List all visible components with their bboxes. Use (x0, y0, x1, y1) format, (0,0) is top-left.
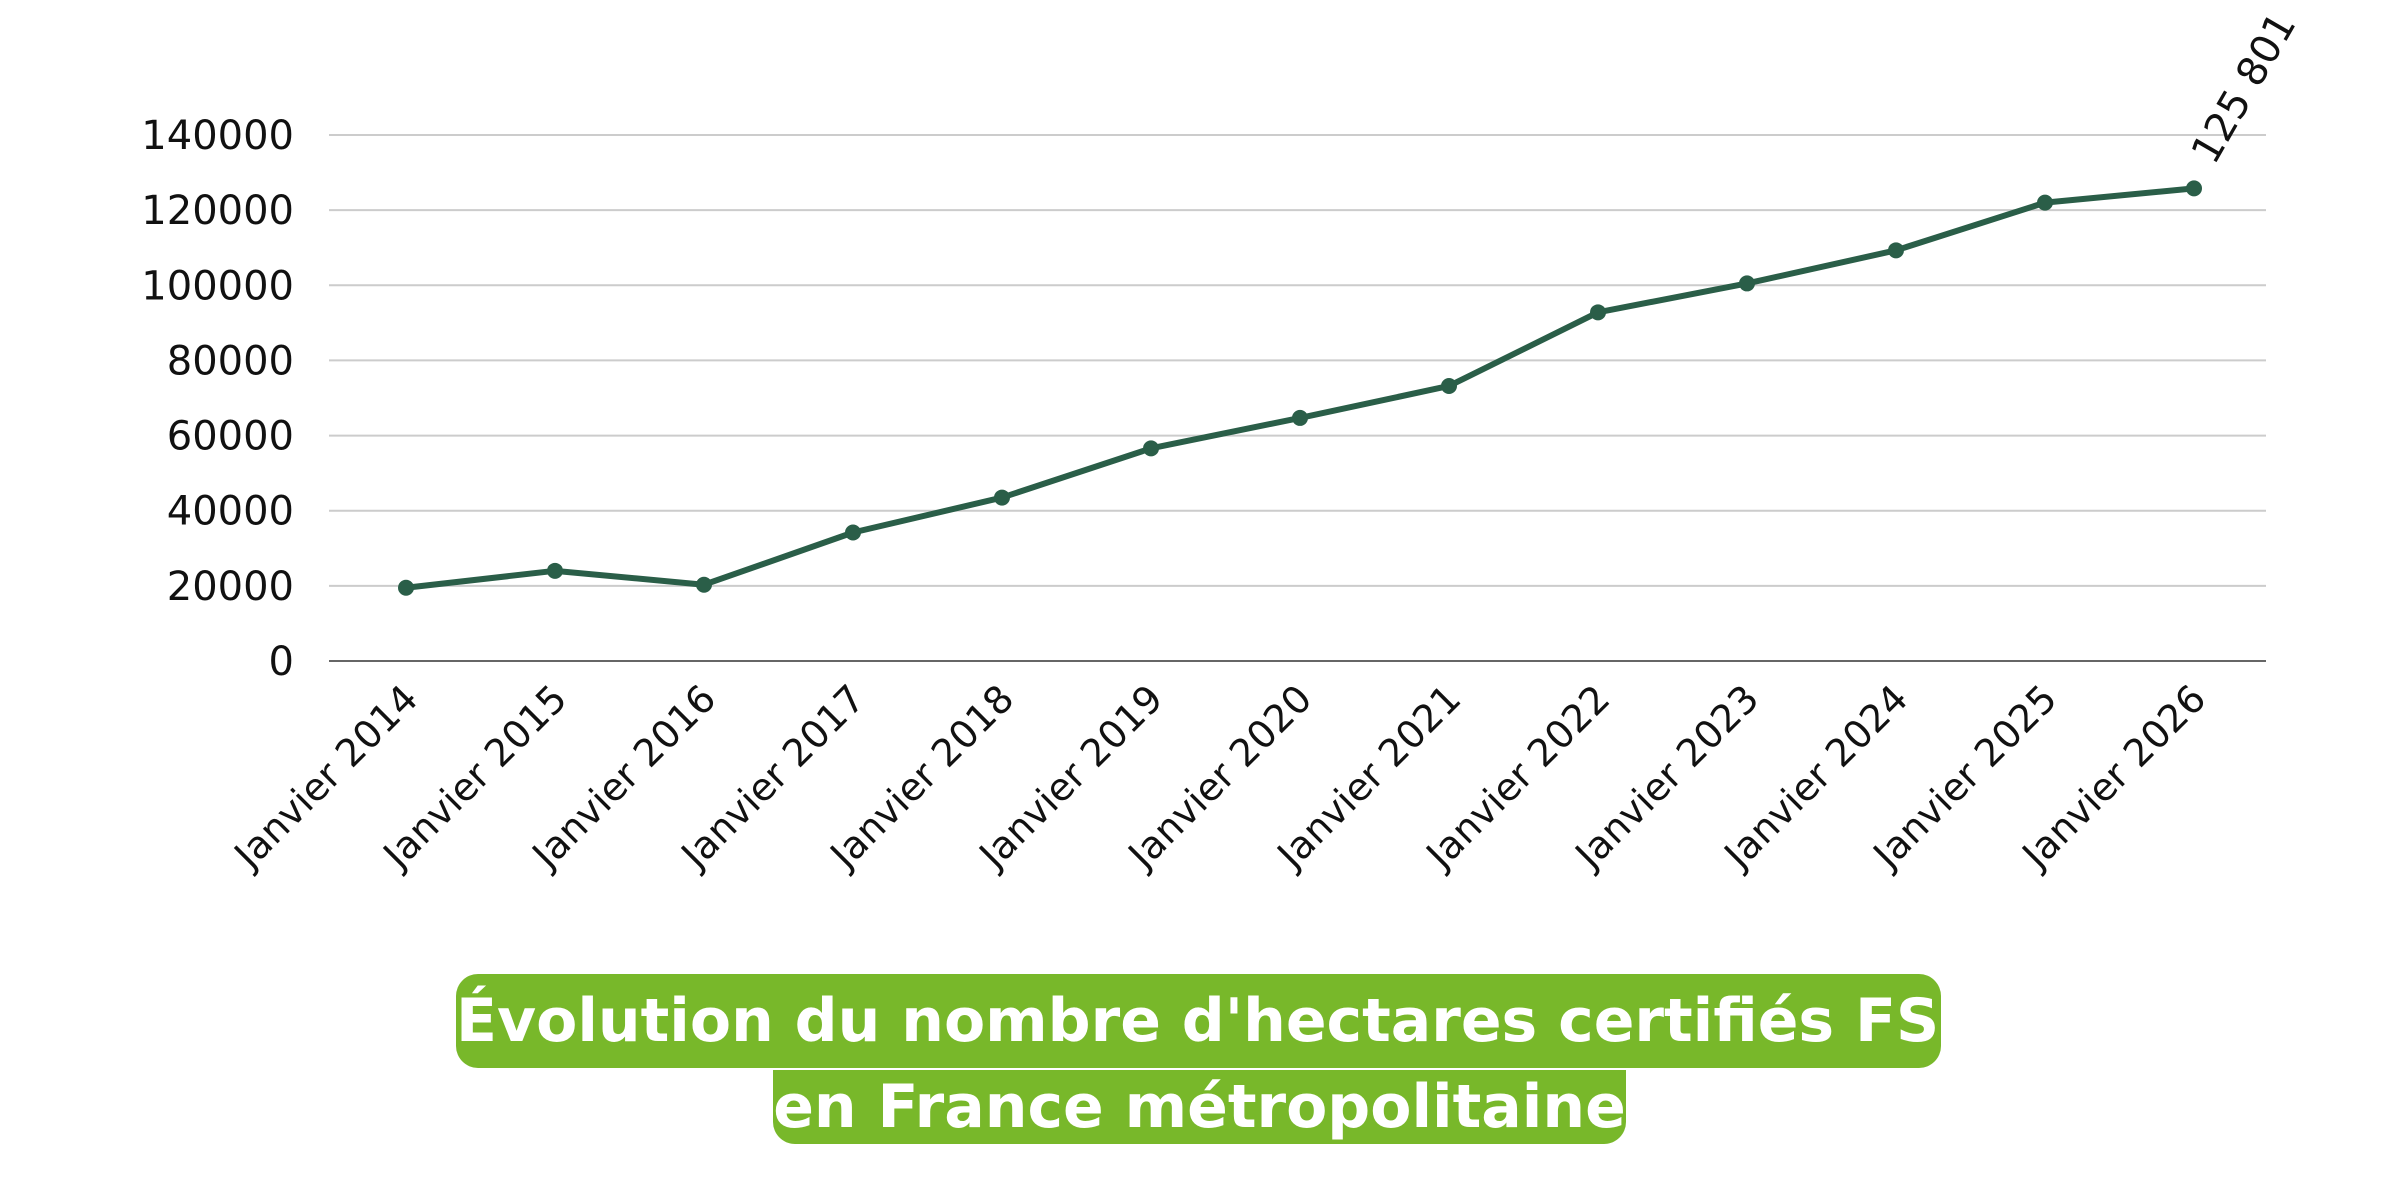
data-point (845, 524, 861, 541)
data-point (994, 489, 1010, 506)
series-line (405, 185, 2195, 591)
data-point (2186, 180, 2202, 197)
data-point (1739, 275, 1755, 292)
data-point (1590, 304, 1606, 321)
chart-title-line-1: Évolution du nombre d'hectares certifiés… (456, 974, 1983, 1068)
y-tick-label: 100000 (141, 263, 294, 309)
data-point (696, 576, 712, 593)
y-tick-label: 80000 (167, 338, 294, 384)
y-tick-label: 40000 (167, 489, 294, 535)
data-point (2037, 194, 2053, 211)
data-label: 125 801 (2183, 5, 2306, 171)
y-tick-label: 0 (269, 639, 294, 685)
y-tick-label: 60000 (167, 414, 294, 460)
data-point (547, 562, 563, 579)
data-point (398, 579, 414, 596)
line-chart: 020000400006000080000100000120000140000J… (141, 5, 2306, 878)
chart-title: Évolution du nombre d'hectares certifiés… (0, 974, 2400, 1154)
data-point (1888, 242, 1904, 259)
data-point (1292, 409, 1308, 426)
y-tick-label: 20000 (167, 564, 294, 610)
chart-title-line-2: en France métropolitaine (773, 1070, 1626, 1144)
data-point (1441, 377, 1457, 394)
y-tick-label: 140000 (141, 113, 294, 159)
y-tick-label: 120000 (141, 188, 294, 234)
data-point (1143, 440, 1159, 457)
